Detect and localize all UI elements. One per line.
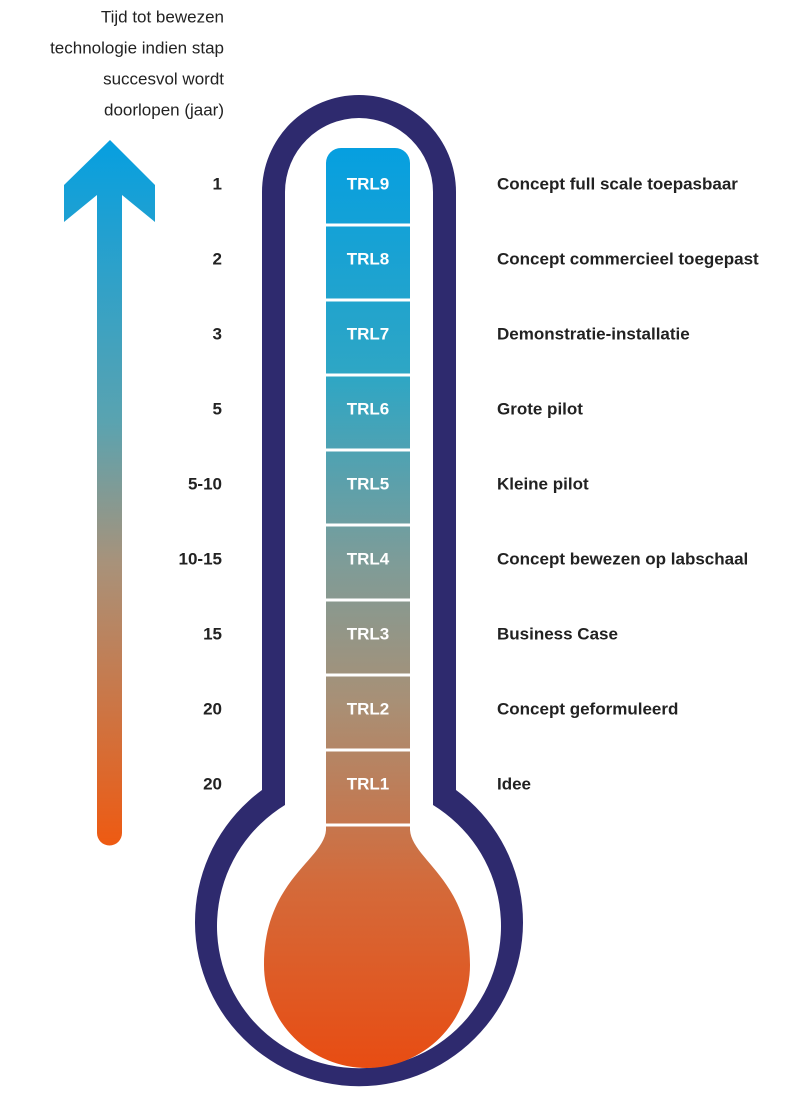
thermometer [195,95,523,1086]
axis-label: doorlopen (jaar) [104,100,224,119]
separator [326,224,410,227]
description: Kleine pilot [497,474,589,493]
separator [326,374,410,377]
time-label: 5 [213,399,222,418]
time-label: 2 [213,249,222,268]
description: Concept commercieel toegepast [497,249,759,268]
trl-label: TRL9 [347,174,390,193]
trl-label: TRL2 [347,699,390,718]
time-label: 20 [203,699,222,718]
separator [326,599,410,602]
description: Idee [497,774,531,793]
description: Concept geformuleerd [497,699,678,718]
description: Concept bewezen op labschaal [497,549,748,568]
description: Demonstratie-installatie [497,324,690,343]
time-label: 5-10 [188,474,222,493]
time-label: 1 [213,174,222,193]
description: Grote pilot [497,399,583,418]
trl-label: TRL7 [347,324,390,343]
separator [326,749,410,752]
diagram: Tijd tot bewezen technologie indien stap s… [0,0,792,1097]
trl-label: TRL8 [347,249,390,268]
time-label: 15 [203,624,222,643]
description: Concept full scale toepasbaar [497,174,738,193]
axis-label: technologie indien stap [50,38,224,57]
trl-label: TRL6 [347,399,390,418]
separator [326,824,410,827]
axis-label: Tijd tot bewezen [101,7,224,26]
trl-label: TRL3 [347,624,390,643]
separator [326,674,410,677]
separator [326,524,410,527]
trl-label: TRL5 [347,474,390,493]
description: Business Case [497,624,618,643]
page: {"axis_label": ["Tijd tot bewezen", "tec… [0,0,792,1097]
arrow [64,140,155,846]
axis-label: succesvol wordt [103,69,224,88]
time-label: 10-15 [179,549,222,568]
separator [326,299,410,302]
time-label: 3 [213,324,222,343]
time-label: 20 [203,774,222,793]
separator [326,449,410,452]
trl-label: TRL4 [347,549,390,568]
trl-label: TRL1 [347,774,390,793]
